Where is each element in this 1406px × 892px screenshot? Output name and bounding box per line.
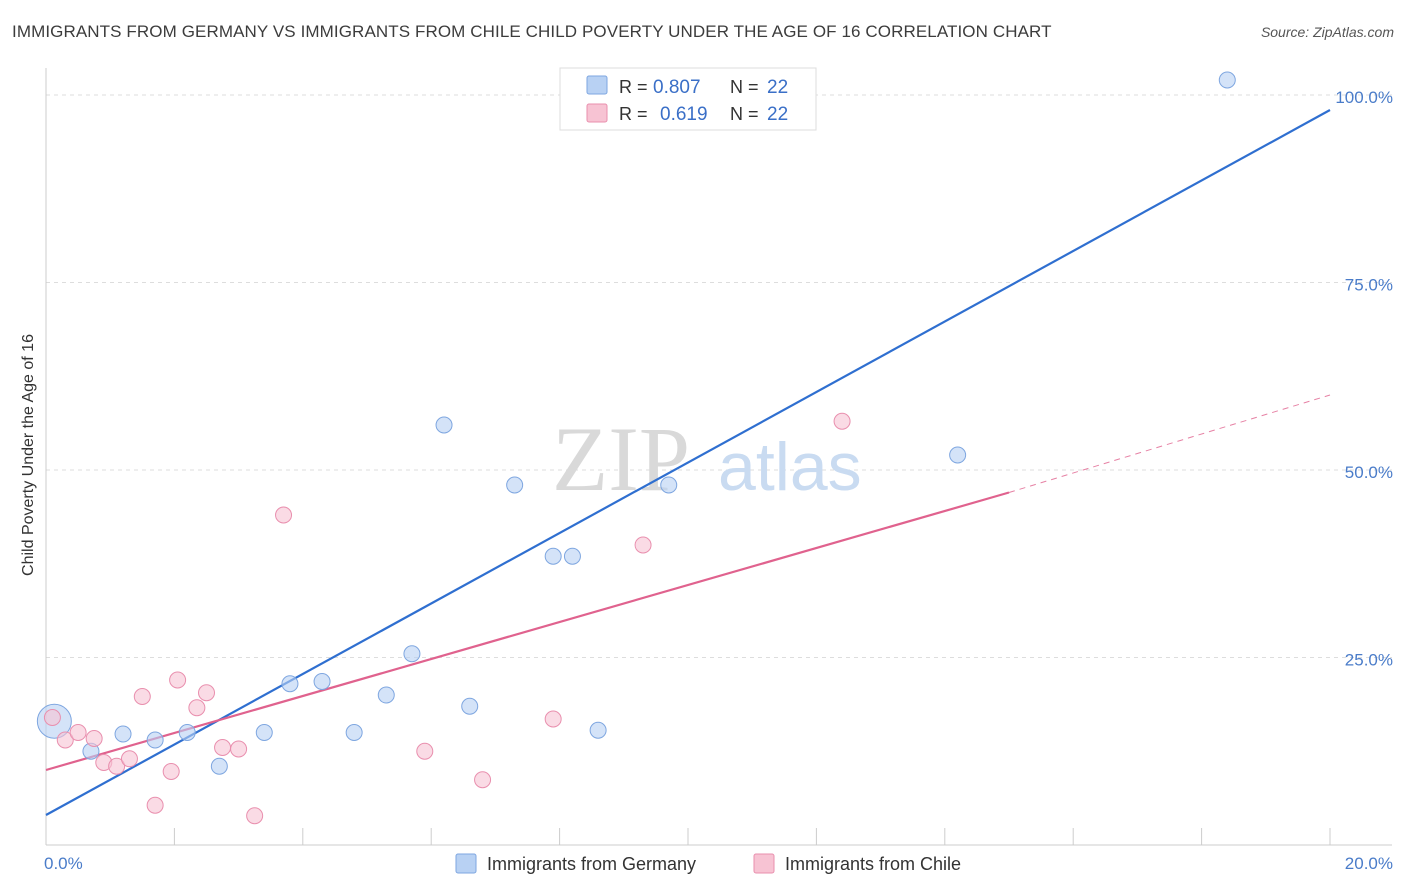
point-chile bbox=[474, 771, 492, 789]
point-chile bbox=[108, 757, 126, 775]
bottom-legend: Immigrants from Germany Immigrants from … bbox=[455, 853, 961, 874]
point-germany bbox=[345, 724, 363, 741]
point-germany bbox=[313, 673, 331, 690]
point-germany bbox=[506, 476, 524, 494]
point-chile bbox=[43, 709, 61, 726]
trend-line-chile bbox=[45, 491, 1010, 772]
watermark-zip: ZIP bbox=[552, 408, 690, 510]
x-tick-label: 0.0% bbox=[44, 854, 83, 873]
legend-r-label-1: R = bbox=[619, 77, 648, 97]
point-germany bbox=[255, 724, 273, 741]
point-germany bbox=[949, 446, 967, 464]
data-points bbox=[36, 71, 1236, 825]
legend-n-value-1: 22 bbox=[767, 77, 788, 98]
point-germany bbox=[377, 686, 395, 704]
bottom-legend-germany: Immigrants from Germany bbox=[487, 854, 696, 874]
grid-lines bbox=[46, 94, 1392, 658]
legend-r-value-2: 0.619 bbox=[660, 104, 708, 125]
point-germany bbox=[210, 757, 228, 775]
legend-n-label-1: N = bbox=[730, 77, 759, 97]
point-chile bbox=[214, 739, 232, 756]
legend-n-label-2: N = bbox=[730, 104, 759, 124]
y-tick-label: 100.0% bbox=[1335, 88, 1393, 107]
bottom-legend-swatch-chile bbox=[753, 853, 775, 874]
point-germany bbox=[146, 731, 164, 749]
legend-box: R = 0.807 N = 22 R = 0.619 N = 22 bbox=[559, 67, 817, 131]
bottom-legend-chile: Immigrants from Chile bbox=[785, 854, 961, 874]
point-chile bbox=[246, 807, 264, 825]
point-chile bbox=[544, 710, 562, 728]
point-chile bbox=[56, 731, 74, 749]
point-chile bbox=[230, 740, 248, 758]
point-chile bbox=[133, 688, 151, 705]
point-chile bbox=[162, 763, 180, 780]
trend-line-germany bbox=[45, 109, 1331, 816]
point-germany bbox=[660, 476, 678, 494]
y-axis-title: Child Poverty Under the Age of 16 bbox=[20, 334, 37, 576]
point-chile bbox=[833, 412, 851, 430]
point-chile bbox=[198, 684, 215, 702]
bottom-legend-swatch-germany bbox=[455, 853, 477, 874]
point-chile bbox=[120, 750, 138, 768]
legend-swatch-chile bbox=[586, 103, 608, 123]
point-germany bbox=[178, 724, 196, 741]
point-chile bbox=[275, 506, 293, 524]
point-chile bbox=[169, 671, 187, 689]
point-germany bbox=[544, 547, 562, 565]
legend-r-label-2: R = bbox=[619, 104, 648, 124]
trend-lines bbox=[45, 109, 1331, 816]
point-germany bbox=[403, 645, 421, 663]
point-germany bbox=[589, 721, 607, 739]
legend-r-value-1: 0.807 bbox=[653, 77, 701, 98]
axes: 25.0% 50.0% 75.0% 100.0% 0.0% 20.0% bbox=[44, 68, 1393, 873]
point-chile bbox=[188, 699, 206, 717]
point-germany bbox=[563, 547, 581, 565]
point-chile bbox=[634, 536, 652, 554]
point-germany bbox=[1218, 71, 1236, 89]
x-tick-label: 20.0% bbox=[1345, 854, 1393, 873]
y-tick-label: 25.0% bbox=[1345, 651, 1393, 670]
watermark: ZIP atlas bbox=[552, 408, 862, 510]
legend-swatch-germany bbox=[586, 75, 608, 95]
point-chile bbox=[85, 730, 103, 747]
point-germany bbox=[281, 675, 299, 693]
y-tick-label: 75.0% bbox=[1345, 276, 1393, 295]
point-germany bbox=[114, 725, 132, 743]
source-label: Source: ZipAtlas.com bbox=[1260, 24, 1394, 40]
point-germany bbox=[435, 416, 453, 434]
chart-title: IMMIGRANTS FROM GERMANY VS IMMIGRANTS FR… bbox=[12, 22, 1052, 41]
legend-n-value-2: 22 bbox=[767, 104, 788, 125]
trend-line-chile-extension bbox=[1008, 394, 1331, 493]
point-chile bbox=[69, 724, 87, 741]
watermark-atlas: atlas bbox=[718, 429, 862, 505]
point-germany bbox=[461, 697, 479, 715]
point-chile bbox=[416, 742, 434, 760]
point-chile bbox=[146, 796, 164, 814]
y-tick-label: 50.0% bbox=[1345, 463, 1393, 482]
